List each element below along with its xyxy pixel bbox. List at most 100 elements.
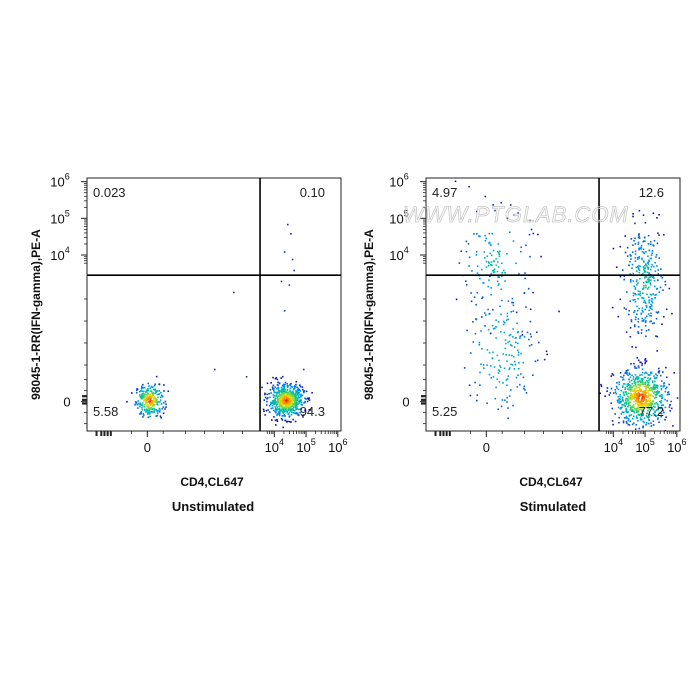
event-point: [283, 390, 286, 392]
event-point: [148, 401, 151, 403]
event-point: [627, 388, 629, 390]
event-point: [274, 377, 277, 380]
event-point: [135, 401, 138, 403]
event-point: [538, 341, 540, 344]
event-point: [295, 383, 297, 386]
event-point: [490, 365, 492, 367]
event-point: [505, 342, 507, 345]
event-point: [649, 389, 652, 392]
event-point: [622, 383, 625, 385]
event-point: [644, 361, 647, 363]
event-point: [622, 376, 624, 379]
event-point: [272, 376, 274, 379]
event-point: [650, 279, 652, 281]
event-point: [504, 347, 507, 350]
event-point: [627, 404, 630, 407]
event-point: [664, 280, 667, 283]
x-tick-label: 104: [604, 437, 623, 455]
event-point: [641, 250, 644, 253]
event-point: [633, 395, 636, 397]
event-point: [651, 263, 653, 266]
quadrant-upper-left-percent: 0.023: [93, 185, 126, 200]
event-point: [484, 195, 487, 198]
event-point: [148, 405, 150, 408]
event-point: [276, 392, 278, 395]
event-point: [636, 417, 639, 419]
event-point: [476, 265, 479, 267]
event-point: [634, 222, 636, 225]
event-point: [650, 372, 653, 374]
event-point: [492, 271, 495, 274]
event-point: [491, 264, 493, 266]
event-point: [285, 401, 287, 403]
event-point: [648, 249, 651, 252]
event-point: [131, 392, 133, 394]
event-point: [620, 413, 623, 415]
event-point: [297, 403, 299, 405]
event-point: [470, 292, 472, 294]
quadrant-upper-left-percent: 4.97: [432, 185, 457, 200]
event-point: [643, 319, 645, 321]
event-point: [645, 396, 648, 398]
event-point: [292, 412, 295, 414]
event-point: [273, 409, 275, 412]
event-point: [311, 392, 313, 394]
event-point: [164, 408, 166, 410]
event-point: [622, 378, 624, 381]
event-point: [651, 300, 653, 302]
event-point: [633, 285, 635, 288]
event-point: [522, 361, 525, 364]
event-point: [663, 316, 665, 318]
event-point: [638, 395, 641, 397]
event-point: [626, 371, 628, 374]
event-point: [295, 390, 297, 392]
event-point: [134, 401, 137, 403]
event-point: [497, 284, 500, 286]
event-point: [266, 393, 268, 396]
event-point: [291, 395, 294, 397]
event-point: [275, 377, 278, 379]
event-point: [659, 395, 661, 397]
event-point: [644, 381, 646, 384]
event-point: [644, 389, 647, 392]
event-point: [656, 265, 658, 267]
event-point: [288, 391, 291, 393]
event-point: [146, 406, 149, 408]
event-point: [649, 276, 651, 278]
event-point: [489, 252, 491, 255]
event-point: [299, 408, 301, 411]
event-point: [142, 416, 144, 418]
event-point: [654, 394, 657, 396]
event-point: [628, 384, 631, 386]
event-point: [617, 401, 619, 403]
event-point: [616, 382, 618, 384]
event-point: [647, 263, 650, 265]
event-point: [641, 391, 644, 393]
event-point: [618, 401, 621, 403]
event-point: [145, 393, 148, 396]
event-point: [280, 386, 283, 389]
event-point: [141, 407, 143, 409]
event-point: [648, 415, 650, 418]
event-point: [156, 393, 159, 396]
event-point: [648, 384, 651, 387]
x-tick-label: 105: [296, 437, 315, 455]
event-point: [277, 413, 279, 415]
event-point: [648, 276, 650, 279]
event-point: [637, 398, 639, 401]
event-point: [309, 409, 312, 411]
event-point: [165, 403, 167, 405]
event-point: [613, 392, 615, 394]
event-point: [290, 399, 292, 401]
event-point: [295, 408, 298, 410]
event-point: [147, 409, 149, 412]
event-point: [647, 268, 649, 270]
event-point: [630, 414, 633, 416]
event-point: [147, 382, 150, 385]
event-point: [650, 275, 652, 278]
event-point: [144, 399, 147, 402]
event-point: [517, 331, 519, 333]
event-point: [612, 247, 615, 250]
event-point: [644, 265, 646, 267]
event-point: [647, 281, 650, 283]
